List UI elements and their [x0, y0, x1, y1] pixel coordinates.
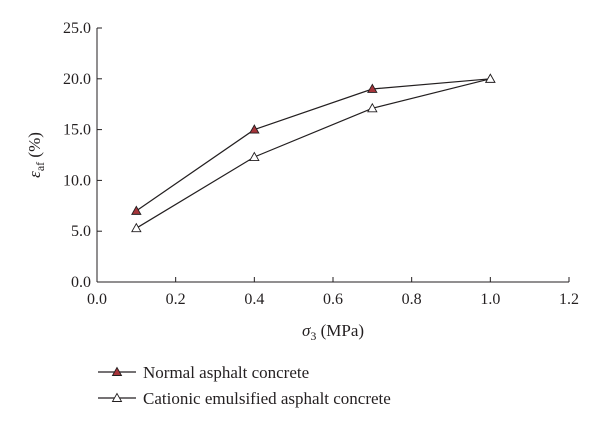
y-tick-label: 25.0: [63, 20, 91, 37]
data-point-cationic: [249, 151, 260, 161]
plot-series: [131, 73, 496, 233]
series-line-normal: [135, 78, 491, 212]
data-point-cationic: [485, 73, 496, 83]
legend: Normal asphalt concrete Cationic emulsif…: [98, 363, 391, 408]
x-axis: 0.0 0.2 0.4 0.6 0.8 1.0 1.2: [87, 277, 579, 308]
data-point-cationic: [131, 222, 142, 233]
x-tick-label: 0.0: [87, 291, 107, 308]
y-axis-label: εaf (%): [25, 132, 47, 178]
data-point-normal: [131, 205, 142, 215]
y-tick-label: 20.0: [63, 71, 91, 88]
legend-marker-cationic: [111, 392, 123, 402]
x-axis-label-symbol: σ: [302, 321, 311, 340]
y-tick-label: 5.0: [71, 223, 91, 240]
y-axis-label-symbol: ε: [25, 171, 44, 178]
legend-item-normal: Normal asphalt concrete: [98, 363, 309, 382]
y-ticks: 0.0 5.0 10.0 15.0 20.0 25.0: [63, 20, 102, 291]
legend-label-normal: Normal asphalt concrete: [143, 363, 309, 382]
x-axis-label-unit: (MPa): [316, 321, 364, 340]
y-tick-label: 15.0: [63, 122, 91, 139]
series-line-cationic: [135, 78, 491, 229]
legend-label-cationic: Cationic emulsified asphalt concrete: [143, 389, 391, 408]
data-point-normal: [249, 124, 260, 134]
y-tick-label: 0.0: [71, 274, 91, 291]
x-ticks: 0.0 0.2 0.4 0.6 0.8 1.0 1.2: [87, 277, 579, 308]
y-axis: 0.0 5.0 10.0 15.0 20.0 25.0: [63, 20, 102, 291]
data-point-normal: [367, 83, 378, 93]
data-point-cationic: [367, 102, 378, 113]
x-tick-label: 0.8: [402, 291, 422, 308]
legend-marker-normal: [111, 366, 123, 376]
x-axis-label-subscript: 3: [310, 329, 316, 343]
y-axis-label-unit: (%): [25, 132, 44, 162]
x-tick-label: 0.4: [244, 291, 264, 308]
x-tick-label: 1.0: [480, 291, 500, 308]
x-axis-label: σ3 (MPa): [302, 321, 364, 343]
x-tick-label: 0.2: [166, 291, 186, 308]
y-axis-label-subscript: af: [33, 162, 47, 171]
y-tick-label: 10.0: [63, 172, 91, 189]
legend-item-cationic: Cationic emulsified asphalt concrete: [98, 389, 391, 408]
x-tick-label: 1.2: [559, 291, 579, 308]
x-tick-label: 0.6: [323, 291, 343, 308]
